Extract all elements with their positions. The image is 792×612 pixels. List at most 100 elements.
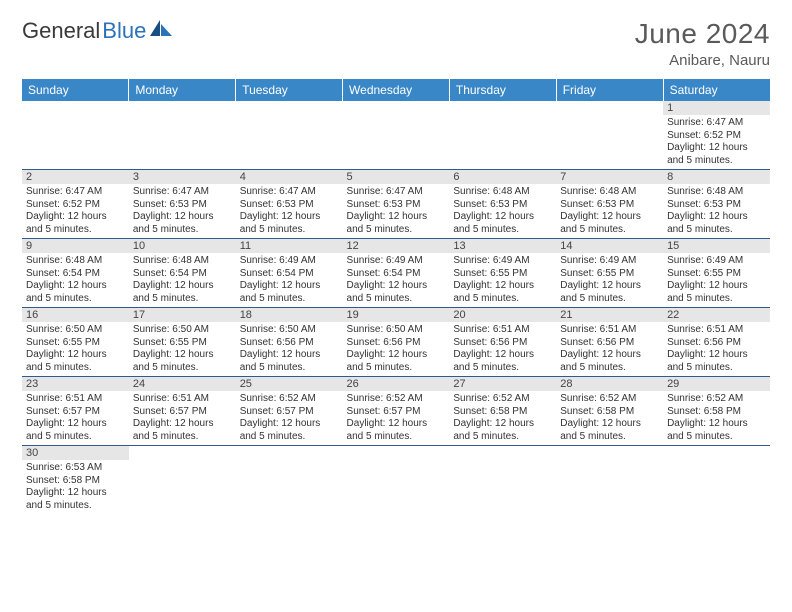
day-number: 12 [343, 239, 450, 253]
day-number: 20 [449, 308, 556, 322]
calendar-empty-cell [129, 446, 236, 515]
calendar-week-row: 9Sunrise: 6:48 AMSunset: 6:54 PMDaylight… [22, 239, 770, 308]
day-header: Saturday [663, 79, 770, 101]
day-header-row: SundayMondayTuesdayWednesdayThursdayFrid… [22, 79, 770, 101]
logo-text-blue: Blue [102, 18, 146, 44]
calendar-day-cell: 21Sunrise: 6:51 AMSunset: 6:56 PMDayligh… [556, 308, 663, 377]
calendar-day-cell: 26Sunrise: 6:52 AMSunset: 6:57 PMDayligh… [343, 377, 450, 446]
logo: GeneralBlue [22, 18, 172, 44]
calendar-day-cell: 5Sunrise: 6:47 AMSunset: 6:53 PMDaylight… [343, 170, 450, 239]
calendar-page: GeneralBlue June 2024 Anibare, Nauru Sun… [0, 0, 792, 532]
calendar-empty-cell [236, 446, 343, 515]
day-details: Sunrise: 6:50 AMSunset: 6:56 PMDaylight:… [236, 322, 343, 376]
calendar-day-cell: 30Sunrise: 6:53 AMSunset: 6:58 PMDayligh… [22, 446, 129, 515]
calendar-day-cell: 10Sunrise: 6:48 AMSunset: 6:54 PMDayligh… [129, 239, 236, 308]
month-title: June 2024 [635, 18, 770, 50]
calendar-day-cell: 29Sunrise: 6:52 AMSunset: 6:58 PMDayligh… [663, 377, 770, 446]
day-number: 9 [22, 239, 129, 253]
day-details: Sunrise: 6:50 AMSunset: 6:55 PMDaylight:… [22, 322, 129, 376]
sail-icon [150, 20, 172, 36]
day-number: 22 [663, 308, 770, 322]
day-number: 7 [556, 170, 663, 184]
day-details: Sunrise: 6:52 AMSunset: 6:58 PMDaylight:… [449, 391, 556, 445]
day-number: 23 [22, 377, 129, 391]
day-number: 15 [663, 239, 770, 253]
day-number: 30 [22, 446, 129, 460]
day-number: 1 [663, 101, 770, 115]
calendar-empty-cell [22, 101, 129, 170]
day-number: 8 [663, 170, 770, 184]
calendar-day-cell: 11Sunrise: 6:49 AMSunset: 6:54 PMDayligh… [236, 239, 343, 308]
day-number: 24 [129, 377, 236, 391]
calendar-day-cell: 4Sunrise: 6:47 AMSunset: 6:53 PMDaylight… [236, 170, 343, 239]
day-number: 5 [343, 170, 450, 184]
day-details: Sunrise: 6:49 AMSunset: 6:54 PMDaylight:… [343, 253, 450, 307]
calendar-day-cell: 13Sunrise: 6:49 AMSunset: 6:55 PMDayligh… [449, 239, 556, 308]
calendar-empty-cell [663, 446, 770, 515]
day-header: Wednesday [343, 79, 450, 101]
day-header: Monday [129, 79, 236, 101]
day-details: Sunrise: 6:53 AMSunset: 6:58 PMDaylight:… [22, 460, 129, 514]
day-header: Thursday [449, 79, 556, 101]
day-details: Sunrise: 6:48 AMSunset: 6:53 PMDaylight:… [663, 184, 770, 238]
day-number: 16 [22, 308, 129, 322]
day-details: Sunrise: 6:51 AMSunset: 6:56 PMDaylight:… [449, 322, 556, 376]
day-number: 2 [22, 170, 129, 184]
day-number: 11 [236, 239, 343, 253]
calendar-empty-cell [449, 101, 556, 170]
day-header: Sunday [22, 79, 129, 101]
day-details: Sunrise: 6:47 AMSunset: 6:53 PMDaylight:… [343, 184, 450, 238]
day-number: 10 [129, 239, 236, 253]
calendar-day-cell: 22Sunrise: 6:51 AMSunset: 6:56 PMDayligh… [663, 308, 770, 377]
day-details: Sunrise: 6:48 AMSunset: 6:53 PMDaylight:… [449, 184, 556, 238]
calendar-empty-cell [236, 101, 343, 170]
calendar-empty-cell [449, 446, 556, 515]
calendar-day-cell: 17Sunrise: 6:50 AMSunset: 6:55 PMDayligh… [129, 308, 236, 377]
calendar-day-cell: 12Sunrise: 6:49 AMSunset: 6:54 PMDayligh… [343, 239, 450, 308]
calendar-week-row: 2Sunrise: 6:47 AMSunset: 6:52 PMDaylight… [22, 170, 770, 239]
calendar-week-row: 30Sunrise: 6:53 AMSunset: 6:58 PMDayligh… [22, 446, 770, 515]
day-details: Sunrise: 6:47 AMSunset: 6:52 PMDaylight:… [663, 115, 770, 169]
day-details: Sunrise: 6:51 AMSunset: 6:57 PMDaylight:… [129, 391, 236, 445]
calendar-week-row: 23Sunrise: 6:51 AMSunset: 6:57 PMDayligh… [22, 377, 770, 446]
day-number: 29 [663, 377, 770, 391]
calendar-day-cell: 16Sunrise: 6:50 AMSunset: 6:55 PMDayligh… [22, 308, 129, 377]
calendar-day-cell: 25Sunrise: 6:52 AMSunset: 6:57 PMDayligh… [236, 377, 343, 446]
calendar-day-cell: 7Sunrise: 6:48 AMSunset: 6:53 PMDaylight… [556, 170, 663, 239]
day-number: 21 [556, 308, 663, 322]
day-number: 14 [556, 239, 663, 253]
day-number: 17 [129, 308, 236, 322]
calendar-week-row: 16Sunrise: 6:50 AMSunset: 6:55 PMDayligh… [22, 308, 770, 377]
day-details: Sunrise: 6:52 AMSunset: 6:57 PMDaylight:… [236, 391, 343, 445]
calendar-table: SundayMondayTuesdayWednesdayThursdayFrid… [22, 79, 770, 514]
day-number: 18 [236, 308, 343, 322]
page-header: GeneralBlue June 2024 Anibare, Nauru [22, 18, 770, 69]
day-number: 25 [236, 377, 343, 391]
calendar-day-cell: 14Sunrise: 6:49 AMSunset: 6:55 PMDayligh… [556, 239, 663, 308]
calendar-empty-cell [343, 446, 450, 515]
calendar-day-cell: 19Sunrise: 6:50 AMSunset: 6:56 PMDayligh… [343, 308, 450, 377]
calendar-day-cell: 15Sunrise: 6:49 AMSunset: 6:55 PMDayligh… [663, 239, 770, 308]
day-details: Sunrise: 6:52 AMSunset: 6:58 PMDaylight:… [663, 391, 770, 445]
day-details: Sunrise: 6:49 AMSunset: 6:55 PMDaylight:… [556, 253, 663, 307]
day-details: Sunrise: 6:49 AMSunset: 6:54 PMDaylight:… [236, 253, 343, 307]
calendar-day-cell: 9Sunrise: 6:48 AMSunset: 6:54 PMDaylight… [22, 239, 129, 308]
logo-text-general: General [22, 18, 100, 44]
day-details: Sunrise: 6:48 AMSunset: 6:54 PMDaylight:… [22, 253, 129, 307]
calendar-day-cell: 3Sunrise: 6:47 AMSunset: 6:53 PMDaylight… [129, 170, 236, 239]
day-details: Sunrise: 6:47 AMSunset: 6:53 PMDaylight:… [129, 184, 236, 238]
day-header: Tuesday [236, 79, 343, 101]
calendar-empty-cell [343, 101, 450, 170]
calendar-day-cell: 1Sunrise: 6:47 AMSunset: 6:52 PMDaylight… [663, 101, 770, 170]
day-details: Sunrise: 6:48 AMSunset: 6:54 PMDaylight:… [129, 253, 236, 307]
calendar-day-cell: 20Sunrise: 6:51 AMSunset: 6:56 PMDayligh… [449, 308, 556, 377]
day-details: Sunrise: 6:51 AMSunset: 6:56 PMDaylight:… [663, 322, 770, 376]
calendar-day-cell: 2Sunrise: 6:47 AMSunset: 6:52 PMDaylight… [22, 170, 129, 239]
calendar-day-cell: 28Sunrise: 6:52 AMSunset: 6:58 PMDayligh… [556, 377, 663, 446]
day-details: Sunrise: 6:52 AMSunset: 6:57 PMDaylight:… [343, 391, 450, 445]
day-number: 4 [236, 170, 343, 184]
day-details: Sunrise: 6:49 AMSunset: 6:55 PMDaylight:… [663, 253, 770, 307]
day-details: Sunrise: 6:51 AMSunset: 6:56 PMDaylight:… [556, 322, 663, 376]
day-number: 3 [129, 170, 236, 184]
day-details: Sunrise: 6:52 AMSunset: 6:58 PMDaylight:… [556, 391, 663, 445]
